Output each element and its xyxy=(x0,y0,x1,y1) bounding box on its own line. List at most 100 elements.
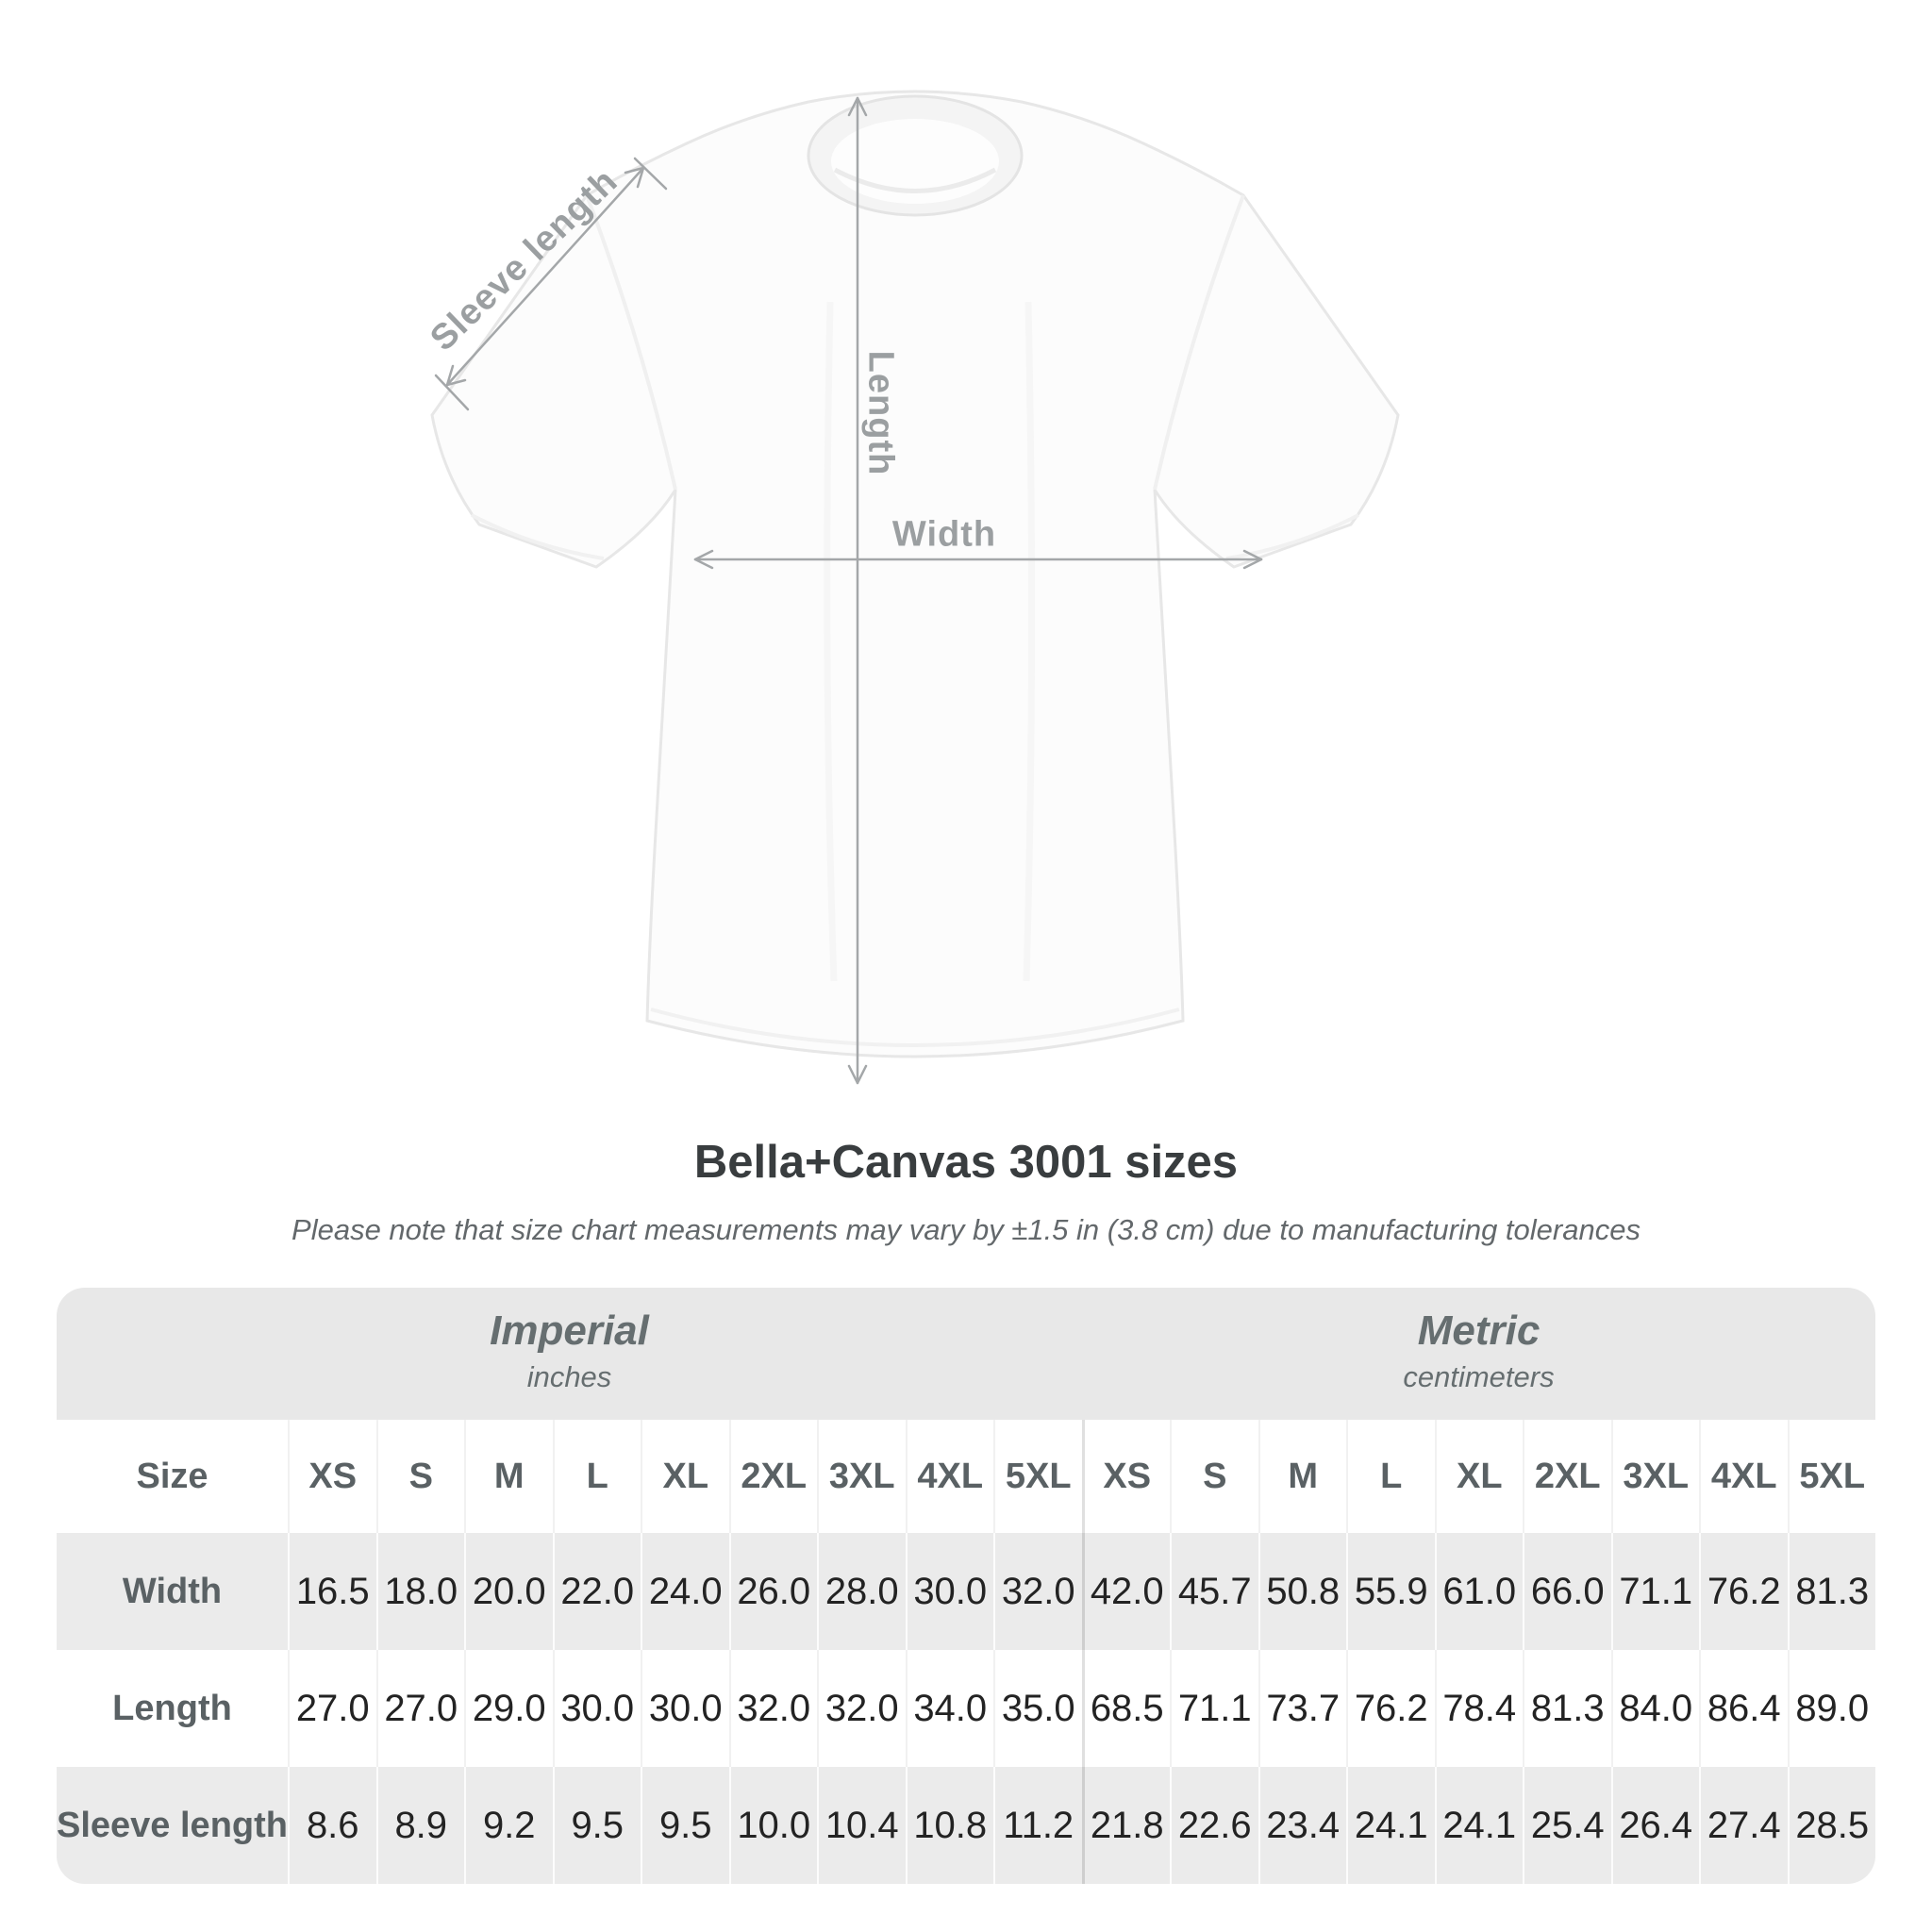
size-column-header: Size xyxy=(57,1420,288,1533)
unit-group-metric: Metric centimeters xyxy=(1082,1288,1875,1420)
tshirt-graphic xyxy=(430,90,1400,1058)
cell-metric: 89.0 xyxy=(1787,1650,1875,1767)
cell-metric: 71.1 xyxy=(1170,1650,1258,1767)
width-label: Width xyxy=(891,514,997,555)
metric-title: Metric xyxy=(1417,1307,1541,1354)
length-label: Length xyxy=(860,350,901,476)
cell-imperial: 27.0 xyxy=(375,1650,464,1767)
size-header-imperial-8: 5XL xyxy=(993,1420,1082,1533)
cell-metric: 23.4 xyxy=(1257,1767,1346,1884)
size-header-imperial-4: XL xyxy=(641,1420,729,1533)
cell-metric: 61.0 xyxy=(1434,1533,1523,1650)
length-dimension-line xyxy=(847,96,868,1085)
cell-metric: 71.1 xyxy=(1610,1533,1699,1650)
cell-metric: 68.5 xyxy=(1081,1650,1170,1767)
cell-imperial: 16.5 xyxy=(288,1533,376,1650)
width-dimension-line xyxy=(693,549,1263,570)
row-label-2: Sleeve length xyxy=(57,1767,288,1884)
arrowhead-down xyxy=(847,1064,868,1085)
cell-imperial: 9.2 xyxy=(464,1767,553,1884)
arrowhead-upper xyxy=(624,166,645,189)
cell-metric: 81.3 xyxy=(1523,1650,1611,1767)
cell-imperial: 32.0 xyxy=(993,1533,1082,1650)
imperial-unit: inches xyxy=(526,1360,612,1393)
cell-imperial: 20.0 xyxy=(464,1533,553,1650)
cell-imperial: 9.5 xyxy=(641,1767,729,1884)
size-header-imperial-7: 4XL xyxy=(905,1420,993,1533)
size-table: Imperial inches Metric centimeters Size X… xyxy=(57,1288,1875,1884)
cell-imperial: 18.0 xyxy=(375,1533,464,1650)
cell-imperial: 35.0 xyxy=(993,1650,1082,1767)
cell-imperial: 10.8 xyxy=(905,1767,993,1884)
sleeve-dimension-line xyxy=(434,157,668,411)
cell-imperial: 30.0 xyxy=(905,1533,993,1650)
size-header-metric-2: M xyxy=(1257,1420,1346,1533)
cell-imperial: 27.0 xyxy=(288,1650,376,1767)
cell-metric: 76.2 xyxy=(1346,1650,1435,1767)
cell-metric: 86.4 xyxy=(1699,1650,1788,1767)
cell-metric: 42.0 xyxy=(1081,1533,1170,1650)
cell-imperial: 28.0 xyxy=(817,1533,906,1650)
cell-imperial: 32.0 xyxy=(728,1650,817,1767)
cell-metric: 24.1 xyxy=(1434,1767,1523,1884)
cell-imperial: 30.0 xyxy=(552,1650,641,1767)
cell-imperial: 11.2 xyxy=(993,1767,1082,1884)
size-header-metric-0: XS xyxy=(1081,1420,1170,1533)
cell-metric: 24.1 xyxy=(1346,1767,1435,1884)
size-header-imperial-1: S xyxy=(375,1420,464,1533)
size-header-imperial-3: L xyxy=(552,1420,641,1533)
cell-metric: 78.4 xyxy=(1434,1650,1523,1767)
cell-imperial: 8.6 xyxy=(288,1767,376,1884)
cell-metric: 26.4 xyxy=(1610,1767,1699,1884)
imperial-title: Imperial xyxy=(490,1307,649,1354)
cell-metric: 84.0 xyxy=(1610,1650,1699,1767)
cell-metric: 28.5 xyxy=(1787,1767,1875,1884)
end-tick xyxy=(434,374,470,411)
cell-imperial: 32.0 xyxy=(817,1650,906,1767)
size-header-metric-5: 2XL xyxy=(1523,1420,1611,1533)
size-grid: Size XS S M L XL 2XL 3XL 4XL 5XL XS S M L XL 2XL 3XL 4XL 5… xyxy=(57,1420,1875,1884)
cell-metric: 27.4 xyxy=(1699,1767,1788,1884)
cell-imperial: 8.9 xyxy=(375,1767,464,1884)
cell-metric: 50.8 xyxy=(1257,1533,1346,1650)
arrowhead-up xyxy=(847,96,868,117)
unit-group-imperial: Imperial inches xyxy=(57,1288,1082,1420)
cell-imperial: 34.0 xyxy=(905,1650,993,1767)
size-header-metric-8: 5XL xyxy=(1787,1420,1875,1533)
size-header-imperial-5: 2XL xyxy=(728,1420,817,1533)
size-header-metric-3: L xyxy=(1346,1420,1435,1533)
cell-metric: 25.4 xyxy=(1523,1767,1611,1884)
size-header-metric-1: S xyxy=(1170,1420,1258,1533)
arrowhead-lower xyxy=(445,364,467,387)
cell-imperial: 26.0 xyxy=(728,1533,817,1650)
row-label-1: Length xyxy=(57,1650,288,1767)
size-header-metric-4: XL xyxy=(1434,1420,1523,1533)
cell-imperial: 30.0 xyxy=(641,1650,729,1767)
cell-metric: 45.7 xyxy=(1170,1533,1258,1650)
cell-metric: 22.6 xyxy=(1170,1767,1258,1884)
cell-imperial: 24.0 xyxy=(641,1533,729,1650)
cell-imperial: 10.4 xyxy=(817,1767,906,1884)
cell-imperial: 22.0 xyxy=(552,1533,641,1650)
unit-band: Imperial inches Metric centimeters xyxy=(57,1288,1875,1420)
cell-metric: 55.9 xyxy=(1346,1533,1435,1650)
cell-imperial: 10.0 xyxy=(728,1767,817,1884)
size-header-metric-7: 4XL xyxy=(1699,1420,1788,1533)
cell-metric: 66.0 xyxy=(1523,1533,1611,1650)
page-subtitle: Please note that size chart measurements… xyxy=(291,1213,1641,1246)
cell-imperial: 29.0 xyxy=(464,1650,553,1767)
cell-metric: 76.2 xyxy=(1699,1533,1788,1650)
cell-imperial: 9.5 xyxy=(552,1767,641,1884)
size-header-imperial-0: XS xyxy=(288,1420,376,1533)
end-tick xyxy=(633,157,668,191)
size-header-imperial-2: M xyxy=(464,1420,553,1533)
page-title: Bella+Canvas 3001 sizes xyxy=(693,1137,1239,1188)
arrowhead-right xyxy=(1242,549,1263,570)
cell-metric: 21.8 xyxy=(1081,1767,1170,1884)
row-label-0: Width xyxy=(57,1533,288,1650)
arrowhead-left xyxy=(693,549,714,570)
size-header-imperial-6: 3XL xyxy=(817,1420,906,1533)
size-header-metric-6: 3XL xyxy=(1610,1420,1699,1533)
cell-metric: 81.3 xyxy=(1787,1533,1875,1650)
